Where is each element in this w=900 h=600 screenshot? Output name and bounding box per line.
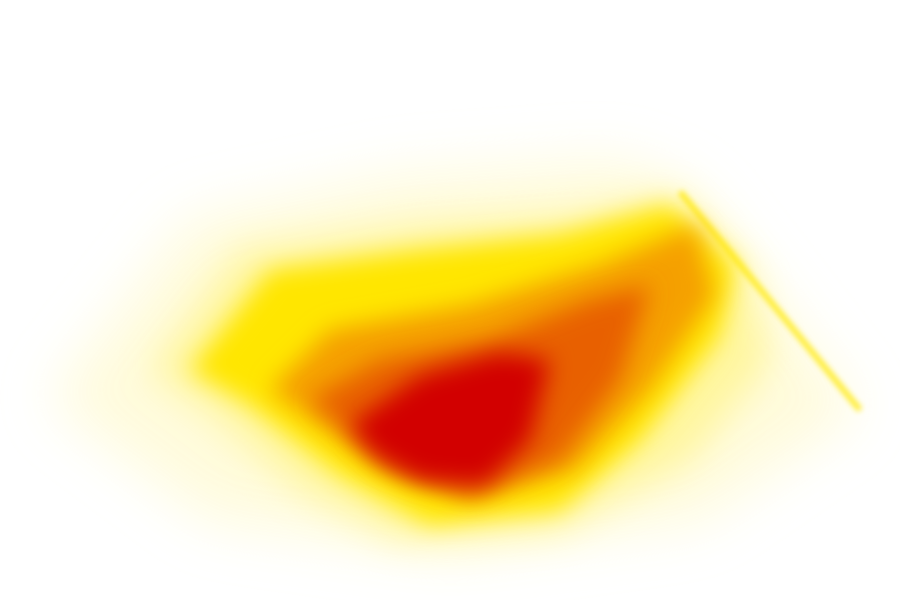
red-core <box>350 352 550 485</box>
edge-highlight <box>677 190 863 412</box>
